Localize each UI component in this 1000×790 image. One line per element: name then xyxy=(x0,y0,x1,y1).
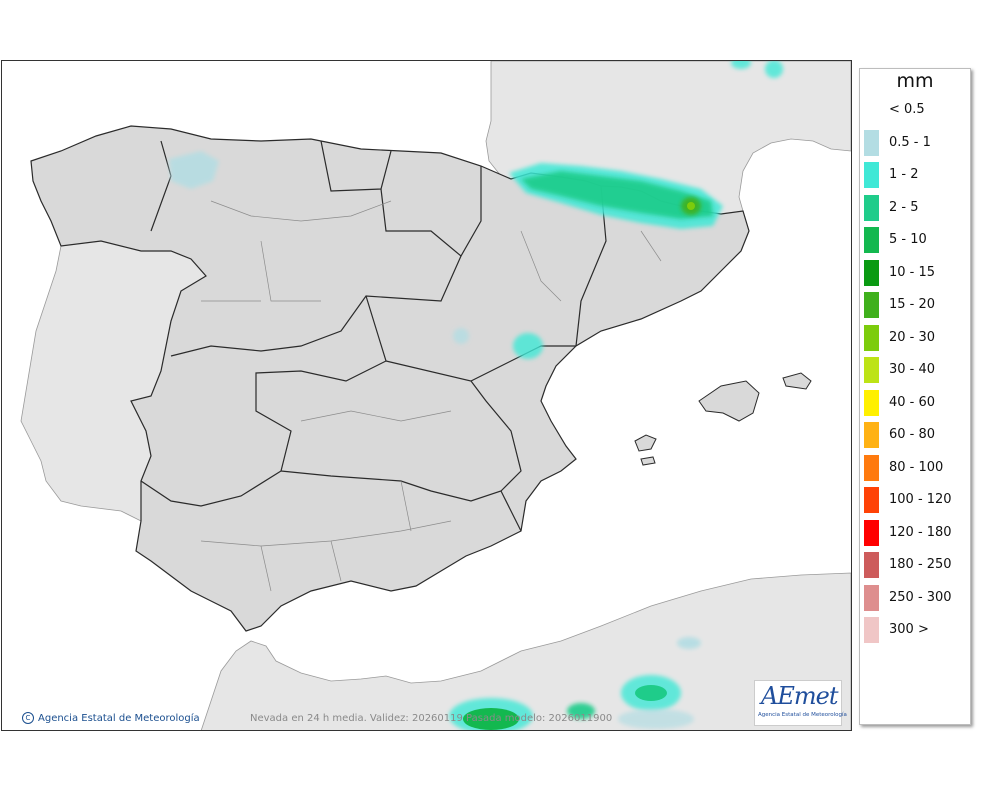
legend-panel: mm < 0.5 0.5 - 1 1 - 2 2 - 5 5 - 10 10 - 15 15… xyxy=(859,68,971,725)
legend-swatch xyxy=(864,519,879,546)
legend-item: 15 - 20 xyxy=(860,292,970,318)
legend-item: 10 - 15 xyxy=(860,259,970,286)
credit-text: Agencia Estatal de Meteorología xyxy=(38,713,200,724)
map-canvas xyxy=(20,61,851,730)
mallorca xyxy=(698,380,760,422)
legend-swatch xyxy=(864,552,879,578)
legend-label: 300 > xyxy=(889,622,929,637)
legend-label: 20 - 30 xyxy=(889,329,936,345)
legend-item: 80 - 100 xyxy=(860,454,970,481)
legend-item: 40 - 60 xyxy=(860,389,970,416)
north-africa-landmass xyxy=(200,572,851,730)
legend-label: 60 - 80 xyxy=(889,427,936,442)
copyright-icon: C xyxy=(22,712,34,724)
formentera xyxy=(640,456,656,466)
legend-swatch xyxy=(864,389,879,416)
precip-africa-4 xyxy=(677,637,701,649)
legend-item: 30 - 40 xyxy=(860,357,970,383)
map-caption: Nevada en 24 h media. Validez: 20260119 … xyxy=(250,713,613,724)
legend-swatch xyxy=(864,129,879,156)
legend-swatch xyxy=(864,227,879,253)
legend-swatch xyxy=(864,324,879,351)
legend-label: 5 - 10 xyxy=(889,232,927,247)
legend-label: 100 - 120 xyxy=(889,492,952,507)
legend-label: 1 - 2 xyxy=(889,167,919,182)
legend-swatch xyxy=(864,292,879,318)
legend-swatch xyxy=(864,422,879,448)
province-boundaries xyxy=(200,200,662,592)
legend-item: 250 - 300 xyxy=(860,584,970,611)
legend-item: < 0.5 xyxy=(860,97,970,123)
legend-item: 60 - 80 xyxy=(860,422,970,448)
legend-swatch xyxy=(864,259,879,286)
legend-label: 180 - 250 xyxy=(889,557,952,572)
legend-label: 15 - 20 xyxy=(889,297,936,312)
legend-swatch xyxy=(864,487,879,513)
snowfall-overlay xyxy=(169,61,783,730)
legend-swatch xyxy=(864,97,879,123)
legend-item: 0.5 - 1 xyxy=(860,129,970,156)
legend-title: mm xyxy=(896,70,934,92)
precip-france-top xyxy=(731,61,751,69)
legend-item: 1 - 2 xyxy=(860,162,970,188)
legend-item: 100 - 120 xyxy=(860,487,970,513)
ibiza xyxy=(634,434,657,452)
legend-label: 10 - 15 xyxy=(889,264,936,280)
menorca xyxy=(782,372,812,390)
aemet-logo: AEmet Agencia Estatal de Meteorología xyxy=(754,680,847,726)
legend-label: 2 - 5 xyxy=(889,199,919,215)
precip-cantabria xyxy=(169,151,219,189)
legend-swatch xyxy=(864,194,879,221)
legend-item: 5 - 10 xyxy=(860,227,970,253)
legend-swatch xyxy=(864,617,879,643)
legend-label: 30 - 40 xyxy=(889,362,936,377)
precip-teruel xyxy=(513,333,543,359)
legend-label: 80 - 100 xyxy=(889,459,944,475)
precip-africa-1-core xyxy=(635,685,667,701)
precip-africa-2-core xyxy=(463,708,519,730)
precip-africa-5 xyxy=(618,709,694,729)
map-frame xyxy=(1,60,852,731)
legend-label: 120 - 180 xyxy=(889,524,952,540)
legend-swatch xyxy=(864,357,879,383)
legend-item: 300 > xyxy=(860,617,970,643)
precip-cuenca xyxy=(453,328,469,344)
legend-item: 20 - 30 xyxy=(860,324,970,351)
legend-label: 40 - 60 xyxy=(889,394,936,410)
legend-item: 180 - 250 xyxy=(860,552,970,578)
legend-label: 0.5 - 1 xyxy=(889,134,931,150)
precip-africa-3 xyxy=(567,703,595,719)
precip-france-top2 xyxy=(765,61,783,78)
precip-pyrenees-moderate xyxy=(521,171,713,219)
legend-label: 250 - 300 xyxy=(889,589,952,605)
precip-pyrenees-core xyxy=(687,202,695,210)
legend-swatch xyxy=(864,584,879,611)
logo-wordmark: AEmet xyxy=(761,682,838,710)
legend-label: < 0.5 xyxy=(889,102,925,117)
legend-swatch xyxy=(864,162,879,188)
logo-subtitle: Agencia Estatal de Meteorología xyxy=(758,712,847,718)
legend-item: 120 - 180 xyxy=(860,519,970,546)
legend-swatch xyxy=(864,454,879,481)
legend-item: 2 - 5 xyxy=(860,194,970,221)
agency-credit[interactable]: C Agencia Estatal de Meteorología xyxy=(22,712,200,724)
